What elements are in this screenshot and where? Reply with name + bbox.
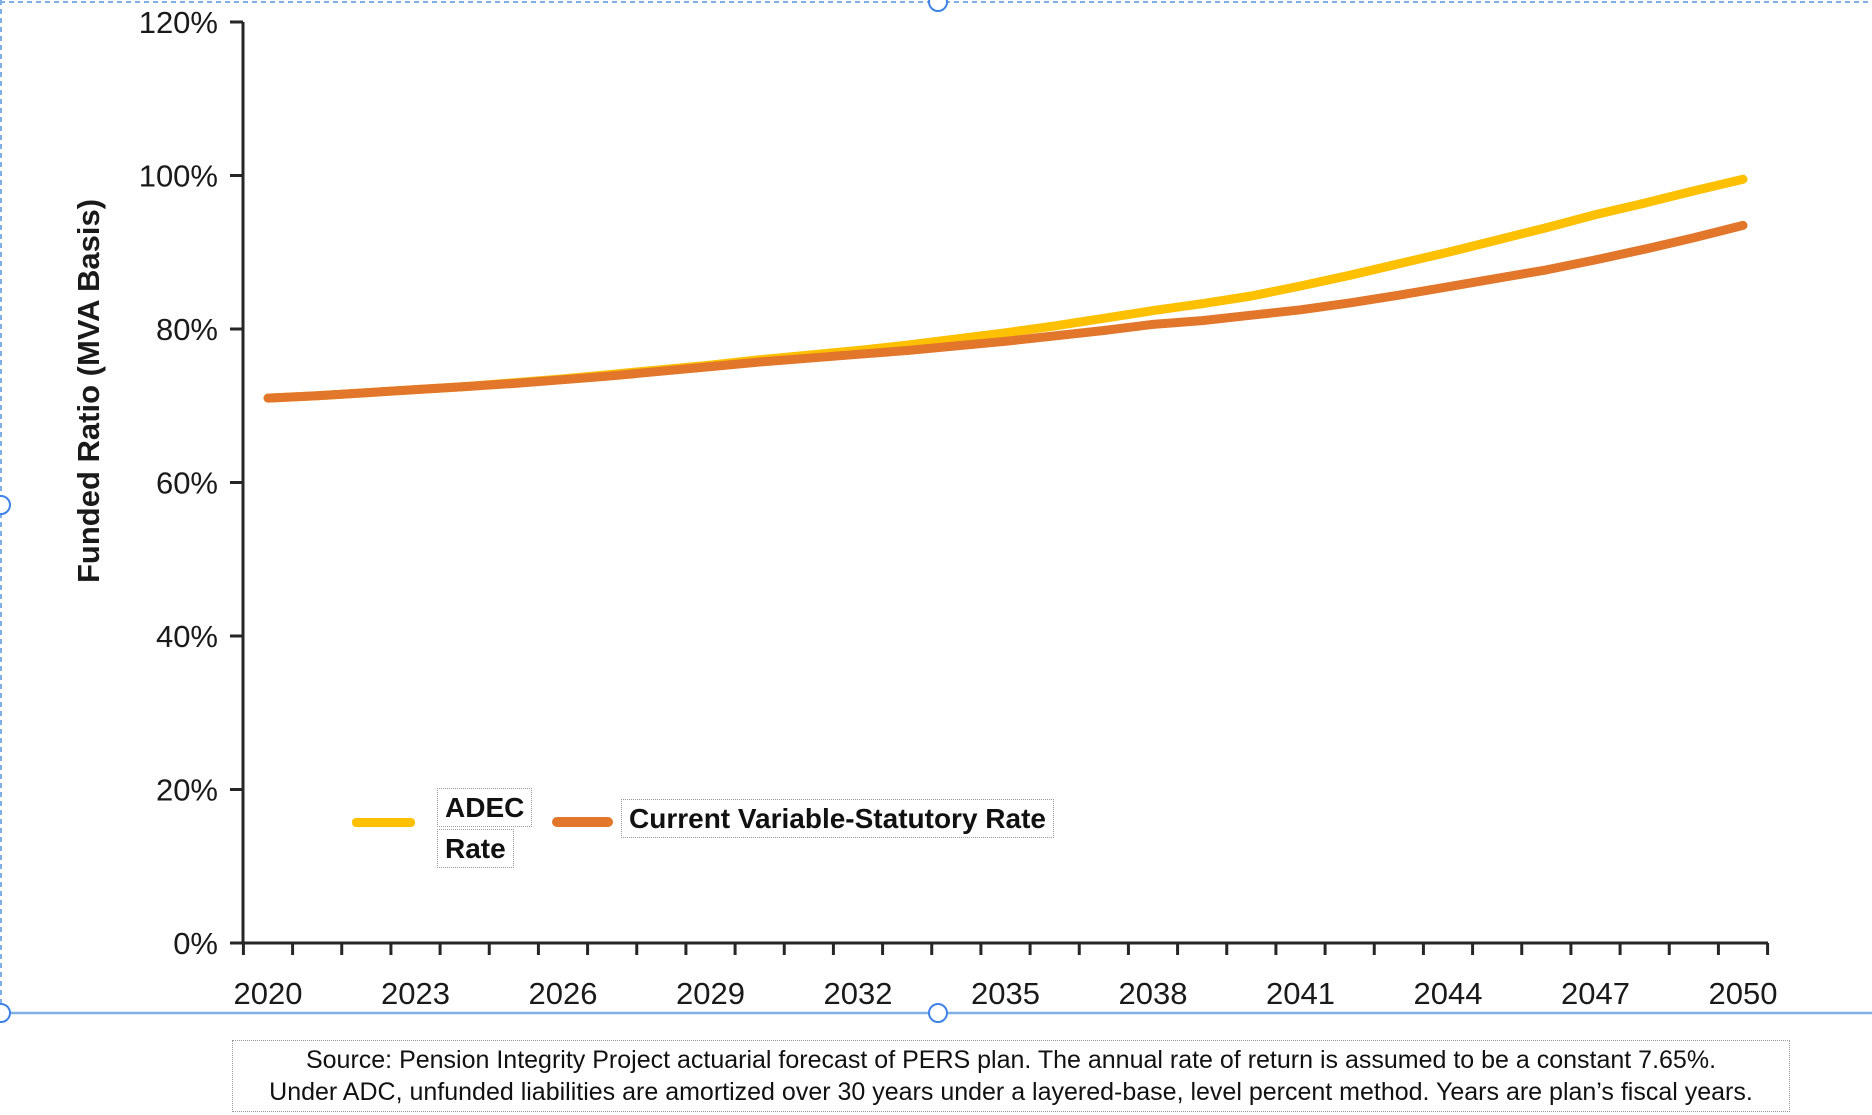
x-tick-label: 2032 [824, 976, 893, 1011]
source-note-box[interactable]: Source: Pension Integrity Project actuar… [232, 1040, 1790, 1112]
x-tick-label: 2050 [1709, 976, 1778, 1011]
legend-label-adec[interactable]: ADEC Rate [437, 788, 533, 868]
y-axis-title: Funded Ratio (MVA Basis) [71, 199, 106, 583]
legend-swatch-adec[interactable] [352, 818, 415, 827]
y-tick-label: 40% [156, 619, 218, 654]
x-tick-label: 2023 [381, 976, 450, 1011]
x-tick-label: 2026 [529, 976, 598, 1011]
y-tick-label: 80% [156, 312, 218, 347]
series-line-current-variable-statutory-rate[interactable] [263, 220, 1748, 403]
series-line-adec-rate[interactable] [263, 174, 1748, 403]
x-tick-label: 2041 [1266, 976, 1335, 1011]
legend-label-adec-line1[interactable]: ADEC [437, 788, 533, 827]
x-tick-label: 2020 [234, 976, 303, 1011]
legend-label-adec-line2[interactable]: Rate [437, 829, 514, 868]
x-tick-label: 2038 [1119, 976, 1188, 1011]
y-tick-label: 120% [139, 5, 218, 40]
y-tick-label: 0% [173, 926, 218, 961]
x-tick-label: 2029 [676, 976, 745, 1011]
source-note-line2: Under ADC, unfunded liabilities are amor… [269, 1078, 1753, 1106]
x-tick-label: 2047 [1561, 976, 1630, 1011]
y-tick-label: 20% [156, 773, 218, 808]
y-tick-label: 100% [139, 159, 218, 194]
source-note-line1: Source: Pension Integrity Project actuar… [305, 1046, 1717, 1074]
legend-label-statutory[interactable]: Current Variable-Statutory Rate [621, 799, 1054, 838]
legend-swatch-statutory[interactable] [552, 817, 613, 827]
x-tick-label: 2044 [1414, 976, 1483, 1011]
x-tick-label: 2035 [971, 976, 1040, 1011]
y-tick-label: 60% [156, 466, 218, 501]
